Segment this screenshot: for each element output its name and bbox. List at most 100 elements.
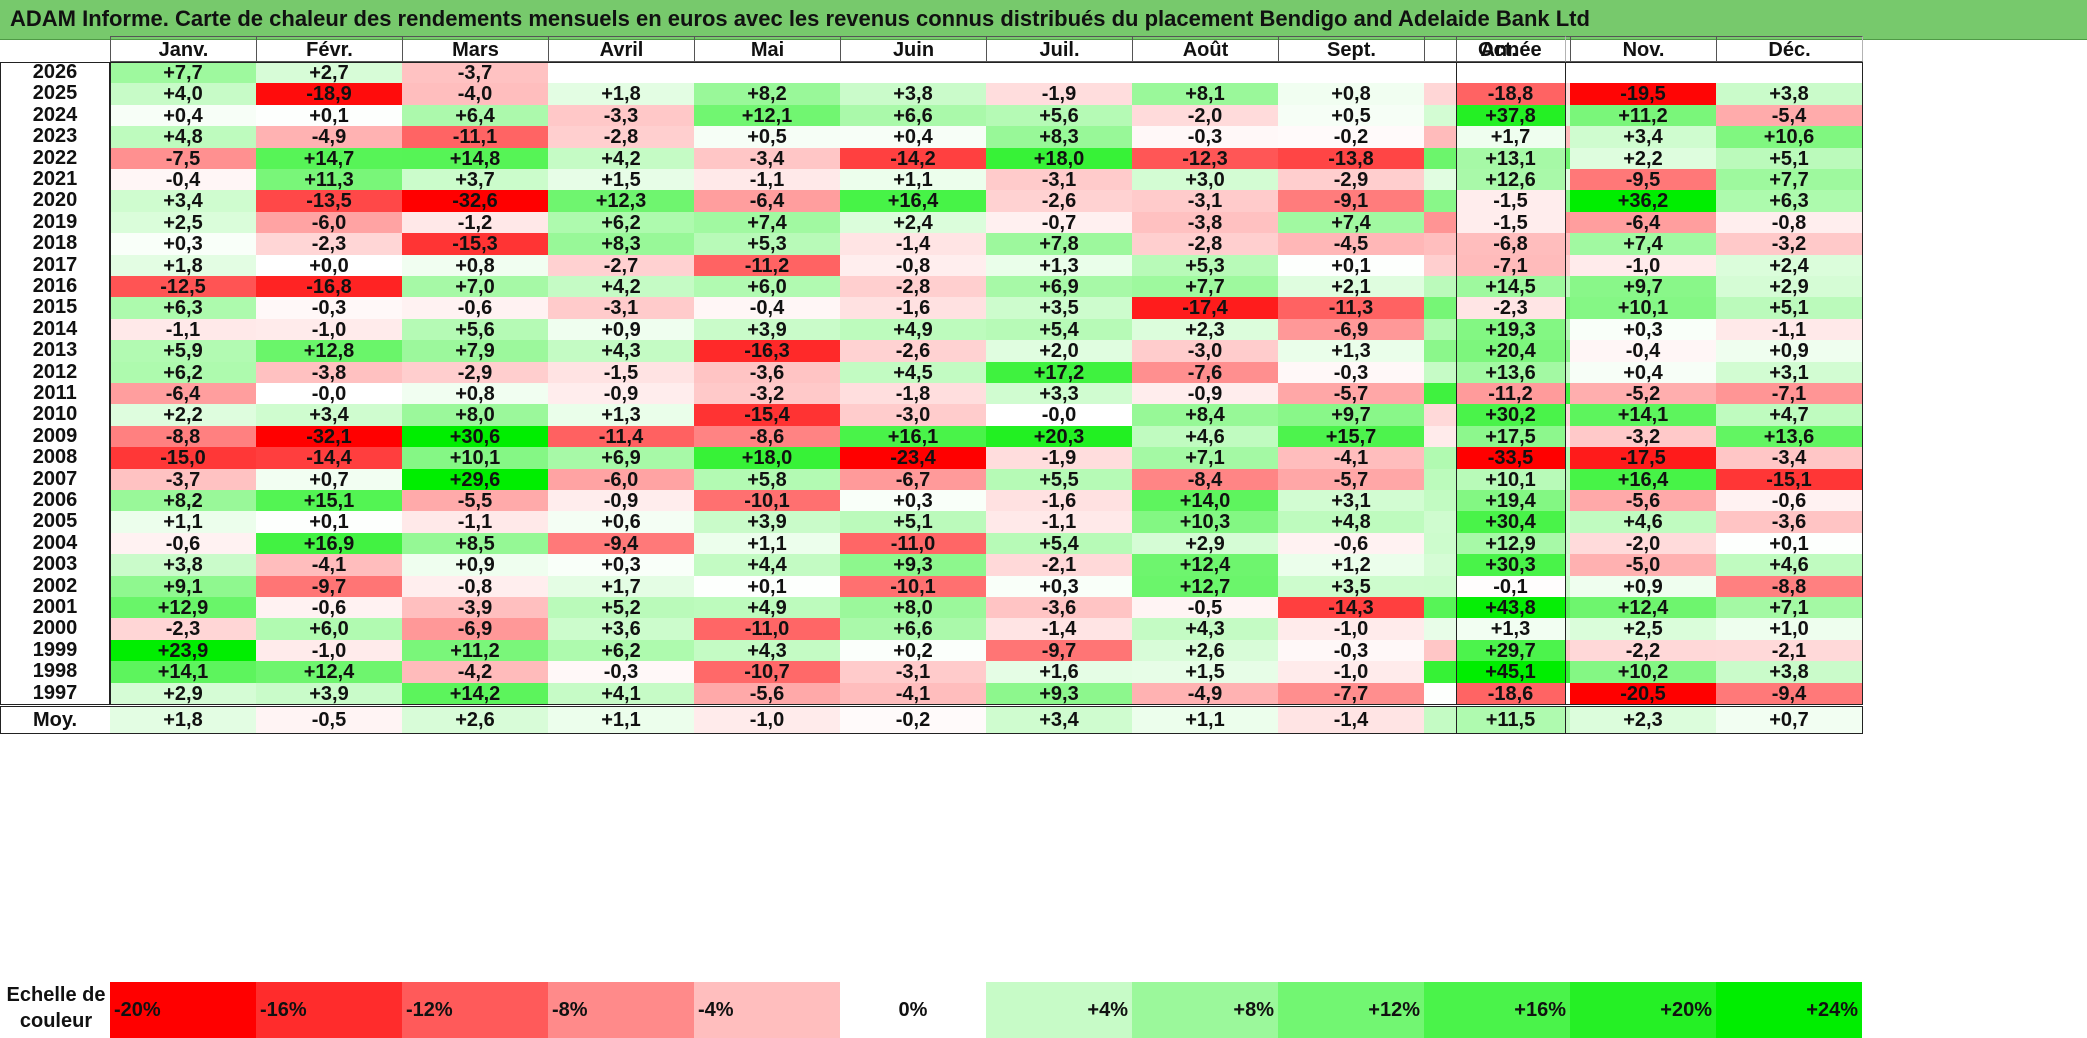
- heatmap-cell: -5,2: [1570, 383, 1717, 406]
- year-label: 2013: [32, 339, 78, 362]
- heatmap-cell: +6,9: [548, 447, 695, 470]
- heatmap-cell: +0,4: [1570, 361, 1717, 384]
- heatmap-cell: -16,3: [694, 340, 841, 363]
- heatmap-cell: -1,9: [986, 447, 1133, 470]
- color-scale-stop: +20%: [1570, 982, 1716, 1038]
- annual-cell: -1,5: [1456, 211, 1566, 235]
- heatmap-cell: [694, 62, 841, 85]
- heatmap-cell: -6,9: [1278, 318, 1425, 342]
- heatmap-cell: +7,7: [1132, 276, 1279, 299]
- heatmap-cell: -1,1: [986, 511, 1133, 534]
- heatmap-cell: -2,9: [402, 361, 549, 384]
- heatmap-cell: -0,6: [256, 597, 403, 620]
- heatmap-cell: +12,3: [548, 190, 695, 213]
- heatmap-cell: -13,5: [256, 190, 403, 213]
- heatmap-cell: [1570, 62, 1717, 85]
- average-cell: -1,0: [694, 706, 841, 734]
- heatmap-cell: -0,6: [1716, 490, 1863, 513]
- year-label: 2017: [32, 253, 78, 276]
- heatmap-cell: +7,7: [110, 62, 257, 85]
- heatmap-cell: -0,8: [840, 254, 987, 277]
- heatmap-cell: +0,8: [402, 383, 549, 406]
- heatmap-cell: -3,1: [986, 169, 1133, 192]
- heatmap-cell: -7,6: [1132, 361, 1279, 384]
- year-label: 2025: [32, 82, 78, 105]
- heatmap-cell: +8,0: [402, 404, 549, 427]
- annual-cell: +12,6: [1456, 169, 1566, 192]
- heatmap-cell: +0,1: [694, 575, 841, 598]
- heatmap-cell: +7,1: [1716, 597, 1863, 620]
- heatmap-cell: +12,9: [110, 597, 257, 620]
- heatmap-cell: +0,9: [1716, 340, 1863, 363]
- heatmap-cell: -9,4: [548, 532, 695, 556]
- heatmap-cell: +5,8: [694, 468, 841, 491]
- average-cell: +1,1: [548, 706, 695, 734]
- heatmap-cell: -12,3: [1132, 147, 1279, 170]
- year-label: 2011: [33, 382, 77, 404]
- year-label: 2009: [32, 424, 78, 447]
- heatmap-cell: +4,6: [1716, 554, 1863, 577]
- heatmap-cell: +18,0: [986, 147, 1133, 170]
- average-cell: +1,8: [110, 706, 257, 734]
- heatmap-cell: -5,7: [1278, 468, 1425, 491]
- heatmap-cell: -1,4: [986, 618, 1133, 641]
- heatmap-cell: +3,5: [1278, 575, 1425, 598]
- heatmap-cell: +0,2: [840, 639, 987, 663]
- heatmap-cell: +14,1: [110, 661, 257, 684]
- heatmap-cell: +12,1: [694, 104, 841, 128]
- heatmap-cell: -14,2: [840, 147, 987, 170]
- heatmap-cell: -3,6: [694, 361, 841, 384]
- heatmap-cell: +1,3: [1278, 340, 1425, 363]
- heatmap-cell: +4,6: [1132, 425, 1279, 449]
- heatmap-cell: -3,3: [548, 104, 695, 128]
- heatmap-cell: +4,3: [694, 639, 841, 663]
- heatmap-cell: -4,1: [256, 554, 403, 577]
- annual-cell: -7,1: [1456, 254, 1566, 277]
- heatmap-cell: -3,9: [402, 597, 549, 620]
- heatmap-cell: +6,0: [694, 276, 841, 299]
- heatmap-cell: +30,6: [402, 425, 549, 449]
- heatmap-cell: -0,8: [402, 575, 549, 598]
- heatmap-cell: +6,4: [402, 104, 549, 128]
- heatmap-cell: +7,9: [402, 340, 549, 363]
- heatmap-cell: -15,0: [110, 447, 257, 470]
- heatmap-cell: -1,2: [402, 211, 549, 235]
- annual-cell: +14,5: [1456, 276, 1566, 299]
- heatmap-cell: [840, 62, 987, 85]
- heatmap-cell: +2,1: [1278, 276, 1425, 299]
- heatmap-cell: -23,4: [840, 447, 987, 470]
- heatmap-cell: -6,4: [1570, 211, 1717, 235]
- annual-cell: -1,5: [1456, 190, 1566, 213]
- heatmap-cell: -3,7: [110, 468, 257, 491]
- column-header: Mars: [402, 36, 549, 62]
- heatmap-cell: -9,7: [256, 575, 403, 598]
- annual-cell: +13,6: [1456, 361, 1566, 384]
- heatmap-cell: -2,8: [1132, 233, 1279, 256]
- average-cell: +2,3: [1570, 706, 1717, 734]
- heatmap-cell: +0,9: [548, 318, 695, 342]
- average-annual-cell: +11,5: [1456, 706, 1566, 734]
- heatmap-cell: +9,3: [840, 554, 987, 577]
- title-bar: ADAM Informe. Carte de chaleur des rende…: [0, 0, 2087, 40]
- heatmap-cell: +6,3: [1716, 190, 1863, 213]
- heatmap-cell: -11,0: [694, 618, 841, 641]
- heatmap-cell: -18,9: [256, 83, 403, 106]
- heatmap-cell: -0,3: [1278, 361, 1425, 384]
- heatmap-cell: +3,9: [694, 318, 841, 342]
- color-scale-stop: -12%: [402, 982, 548, 1038]
- year-label: 2002: [32, 574, 78, 597]
- heatmap-cell: +12,7: [1132, 575, 1279, 598]
- heatmap-cell: +1,3: [986, 254, 1133, 277]
- year-label: 2003: [32, 553, 78, 576]
- heatmap-cell: +5,6: [986, 104, 1133, 128]
- heatmap-cell: +2,2: [1570, 147, 1717, 170]
- year-label: 2022: [32, 146, 78, 169]
- heatmap-cell: +3,4: [110, 190, 257, 213]
- annual-cell: -0,1: [1456, 575, 1566, 598]
- heatmap-cell: -1,0: [256, 639, 403, 663]
- heatmap-cell: +4,3: [1132, 618, 1279, 641]
- heatmap-cell: -8,4: [1132, 468, 1279, 491]
- annual-cell: +30,4: [1456, 511, 1566, 534]
- heatmap-cell: -9,4: [1716, 682, 1863, 705]
- heatmap-cell: +4,7: [1716, 404, 1863, 427]
